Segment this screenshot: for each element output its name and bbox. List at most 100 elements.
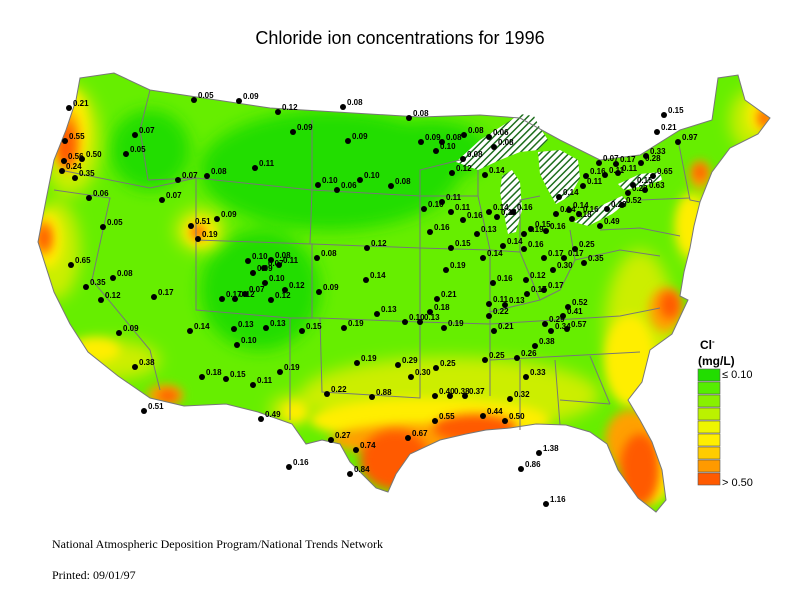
- site-marker: [650, 173, 656, 179]
- site-marker: [543, 501, 549, 507]
- site-value-label: 0.14: [563, 188, 579, 197]
- site-value-label: 0.11: [446, 193, 462, 202]
- site-marker: [187, 328, 193, 334]
- site-marker: [68, 262, 74, 268]
- site-marker: [408, 374, 414, 380]
- site-value-label: 0.22: [493, 307, 509, 316]
- site-marker: [630, 182, 636, 188]
- site-value-label: 0.15: [230, 370, 246, 379]
- concentration-field: [37, 72, 771, 513]
- site-marker: [188, 223, 194, 229]
- site-value-label: 0.09: [425, 133, 441, 142]
- site-marker: [347, 471, 353, 477]
- site-marker: [597, 223, 603, 229]
- legend-swatch: [697, 394, 721, 408]
- site-marker: [460, 156, 466, 162]
- site-value-label: 0.52: [626, 196, 642, 205]
- site-marker: [439, 199, 445, 205]
- site-value-label: 0.09: [243, 92, 259, 101]
- site-value-label: 0.41: [567, 307, 583, 316]
- site-marker: [491, 328, 497, 334]
- site-marker: [141, 408, 147, 414]
- site-marker: [268, 257, 274, 263]
- legend-swatch: [697, 446, 721, 460]
- site-value-label: 0.10: [428, 200, 444, 209]
- site-value-label: 0.09: [297, 123, 313, 132]
- site-marker: [524, 291, 530, 297]
- site-value-label: 0.14: [194, 322, 210, 331]
- site-value-label: 0.23: [632, 184, 648, 193]
- site-value-label: 0.08: [395, 177, 411, 186]
- site-marker: [354, 360, 360, 366]
- site-value-label: 0.38: [539, 337, 555, 346]
- site-value-label: 0.29: [402, 356, 418, 365]
- site-marker: [324, 391, 330, 397]
- site-value-label: 0.17: [548, 249, 564, 258]
- site-marker: [500, 243, 506, 249]
- site-value-label: 0.14: [370, 271, 386, 280]
- site-marker: [514, 355, 520, 361]
- site-marker: [541, 255, 547, 261]
- site-value-label: 0.17: [548, 281, 564, 290]
- site-value-label: 0.09: [221, 210, 237, 219]
- site-marker: [268, 297, 274, 303]
- site-value-label: 0.34: [555, 322, 571, 331]
- site-marker: [576, 211, 582, 217]
- lake-superior: [456, 114, 548, 170]
- site-marker: [59, 168, 65, 174]
- site-value-label: 0.97: [682, 133, 698, 142]
- site-value-label: 0.10: [241, 336, 257, 345]
- site-value-label: 0.32: [514, 390, 530, 399]
- site-value-label: 0.55: [439, 412, 455, 421]
- site-marker: [204, 173, 210, 179]
- site-value-label: 0.11: [259, 159, 275, 168]
- site-value-label: 0.35: [90, 278, 106, 287]
- site-value-label: 0.19: [450, 261, 466, 270]
- site-marker: [439, 139, 445, 145]
- legend-low-label: ≤ 0.10: [722, 369, 753, 381]
- site-value-label: 0.56: [68, 152, 84, 161]
- legend-swatch: [697, 433, 721, 447]
- site-marker: [341, 325, 347, 331]
- site-value-label: 0.19: [202, 230, 218, 239]
- site-marker: [219, 296, 225, 302]
- site-value-label: 0.08: [498, 138, 514, 147]
- legend-high-label: > 0.50: [722, 477, 753, 489]
- site-value-label: 0.15: [535, 220, 551, 229]
- site-marker: [374, 311, 380, 317]
- site-value-label: 0.07: [268, 259, 284, 268]
- site-marker: [596, 160, 602, 166]
- site-marker: [447, 393, 453, 399]
- site-marker: [482, 172, 488, 178]
- site-value-label: 0.16: [528, 240, 544, 249]
- site-value-label: 0.07: [603, 154, 619, 163]
- site-marker: [536, 450, 542, 456]
- site-value-label: 0.12: [530, 271, 546, 280]
- site-marker: [448, 209, 454, 215]
- site-value-label: 0.08: [117, 269, 133, 278]
- site-marker: [258, 416, 264, 422]
- site-value-label: 0.13: [501, 208, 517, 217]
- site-marker: [62, 138, 68, 144]
- site-marker: [110, 275, 116, 281]
- site-value-label: 0.51: [148, 402, 164, 411]
- site-marker: [502, 302, 508, 308]
- site-marker: [553, 211, 559, 217]
- site-marker: [250, 382, 256, 388]
- site-value-label: 0.09: [123, 324, 139, 333]
- site-value-label: 0.07: [139, 126, 155, 135]
- site-marker: [363, 277, 369, 283]
- site-marker: [486, 301, 492, 307]
- site-value-label: 0.50: [509, 412, 525, 421]
- site-marker: [282, 287, 288, 293]
- site-marker: [518, 466, 524, 472]
- site-value-label: 0.09: [257, 264, 273, 273]
- footer-organization: National Atmospheric Deposition Program/…: [52, 537, 383, 551]
- site-value-label: 0.57: [571, 320, 587, 329]
- great-lakes: [456, 114, 662, 234]
- site-marker: [199, 374, 205, 380]
- site-marker: [675, 139, 681, 145]
- site-value-label: 0.21: [498, 322, 514, 331]
- site-value-label: 0.30: [557, 261, 573, 270]
- site-value-label: 0.74: [360, 441, 376, 450]
